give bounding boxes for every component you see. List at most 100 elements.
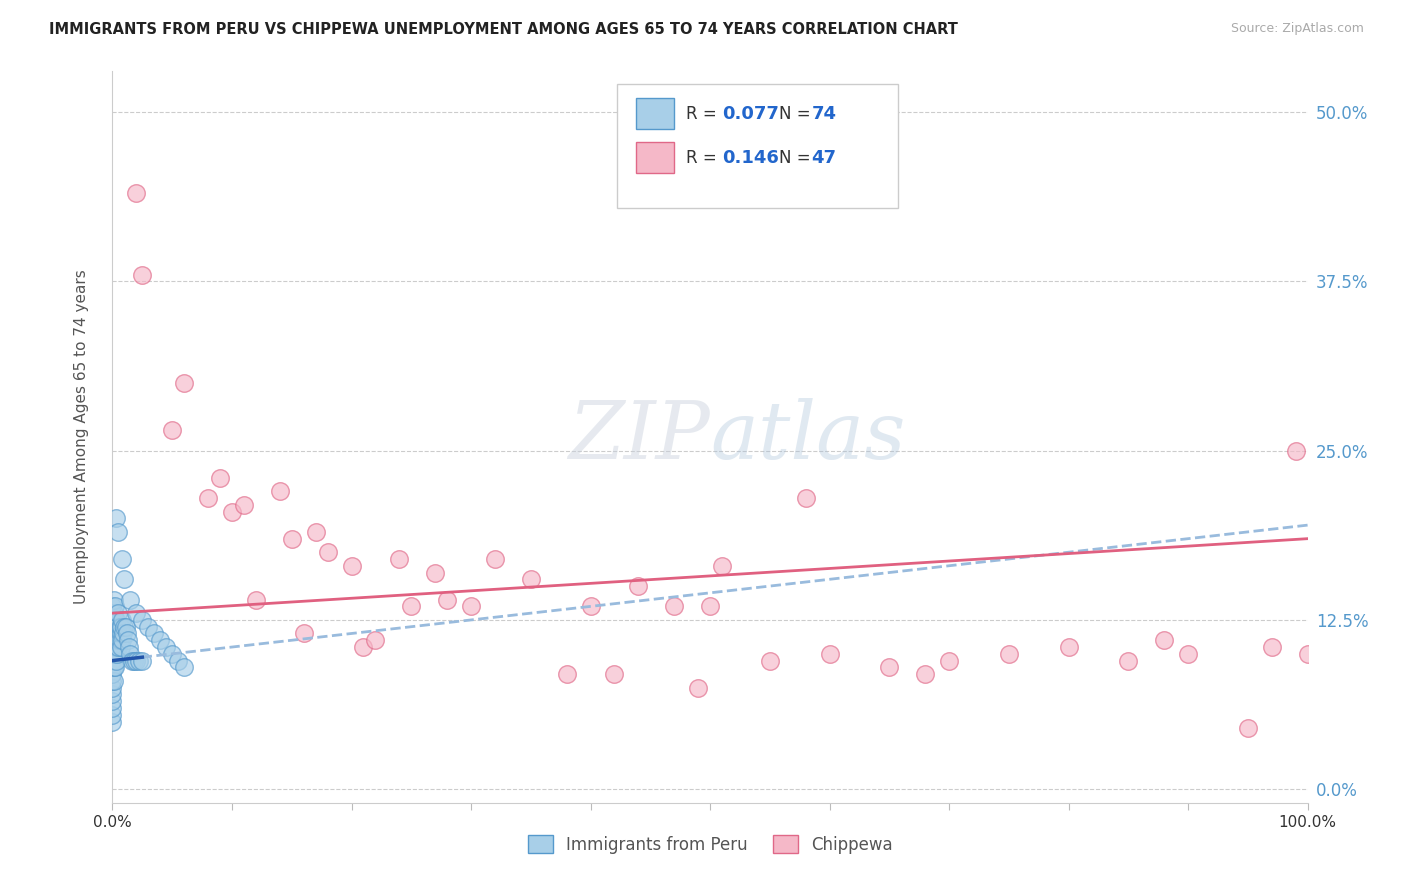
Text: 74: 74 <box>811 104 837 123</box>
Point <box>436 592 458 607</box>
Point <box>125 606 148 620</box>
Point <box>131 613 153 627</box>
Point <box>104 647 127 661</box>
Point <box>105 654 128 668</box>
Point <box>107 524 129 539</box>
Point <box>818 647 841 661</box>
Point <box>364 633 387 648</box>
Point <box>998 647 1021 661</box>
Point <box>105 511 128 525</box>
Point <box>520 572 543 586</box>
Point <box>245 592 267 607</box>
Point <box>121 654 143 668</box>
Point <box>101 620 124 634</box>
Point <box>1153 633 1175 648</box>
Point <box>101 599 124 614</box>
Point <box>101 673 124 688</box>
Point <box>104 633 127 648</box>
Point <box>101 660 124 674</box>
Point <box>103 633 125 648</box>
Point <box>1296 647 1319 661</box>
Point <box>101 707 124 722</box>
Point <box>118 640 141 654</box>
Point <box>101 633 124 648</box>
Point <box>209 471 232 485</box>
Point <box>115 626 138 640</box>
Text: Source: ZipAtlas.com: Source: ZipAtlas.com <box>1230 22 1364 36</box>
Point <box>101 688 124 702</box>
Text: R =: R = <box>686 104 723 123</box>
FancyBboxPatch shape <box>636 98 675 129</box>
Point <box>117 633 139 648</box>
Point <box>794 491 817 505</box>
FancyBboxPatch shape <box>636 143 675 173</box>
Point <box>110 640 132 654</box>
Point <box>1261 640 1284 654</box>
Point <box>340 558 363 573</box>
Point <box>131 268 153 282</box>
Point <box>1118 654 1140 668</box>
Point <box>114 620 135 634</box>
Point <box>460 599 482 614</box>
Point <box>305 524 328 539</box>
Text: N =: N = <box>779 149 817 167</box>
Point <box>103 606 125 620</box>
Point <box>699 599 721 614</box>
Point <box>281 532 304 546</box>
Point <box>101 681 124 695</box>
Point <box>101 667 124 681</box>
Text: 47: 47 <box>811 149 837 167</box>
Point <box>579 599 602 614</box>
Point <box>149 633 172 648</box>
Point <box>173 376 195 390</box>
Point <box>111 613 134 627</box>
Text: 0.146: 0.146 <box>723 149 779 167</box>
Point <box>107 640 129 654</box>
Point <box>101 647 124 661</box>
Text: 0.077: 0.077 <box>723 104 779 123</box>
Point <box>627 579 650 593</box>
Point <box>105 613 128 627</box>
Text: N =: N = <box>779 104 817 123</box>
Point <box>104 613 127 627</box>
Point <box>128 654 150 668</box>
Point <box>110 620 132 634</box>
Point <box>105 640 128 654</box>
Point <box>104 660 127 674</box>
Point <box>103 673 125 688</box>
Point <box>101 694 124 708</box>
Point <box>110 626 132 640</box>
Point <box>197 491 219 505</box>
Point <box>1057 640 1080 654</box>
Point <box>122 654 145 668</box>
Point <box>101 626 124 640</box>
Point <box>388 552 411 566</box>
Point <box>114 572 135 586</box>
Point <box>155 640 177 654</box>
Y-axis label: Unemployment Among Ages 65 to 74 years: Unemployment Among Ages 65 to 74 years <box>75 269 89 605</box>
Point <box>167 654 190 668</box>
Point <box>484 552 506 566</box>
Point <box>105 626 128 640</box>
Point <box>101 617 124 632</box>
Point <box>603 667 626 681</box>
Point <box>101 613 124 627</box>
Point <box>664 599 686 614</box>
Point <box>108 620 131 634</box>
Point <box>1285 443 1308 458</box>
Point <box>125 654 148 668</box>
Point <box>233 498 256 512</box>
Point <box>120 592 142 607</box>
Point <box>103 660 125 674</box>
Text: ZIP: ZIP <box>568 399 710 475</box>
Point <box>425 566 447 580</box>
Text: atlas: atlas <box>710 399 905 475</box>
Point <box>111 633 134 648</box>
Point <box>101 701 124 715</box>
FancyBboxPatch shape <box>617 84 897 208</box>
Point <box>269 484 291 499</box>
Point <box>103 592 125 607</box>
Legend: Immigrants from Peru, Chippewa: Immigrants from Peru, Chippewa <box>520 829 900 860</box>
Point <box>104 599 127 614</box>
Point <box>162 423 183 437</box>
